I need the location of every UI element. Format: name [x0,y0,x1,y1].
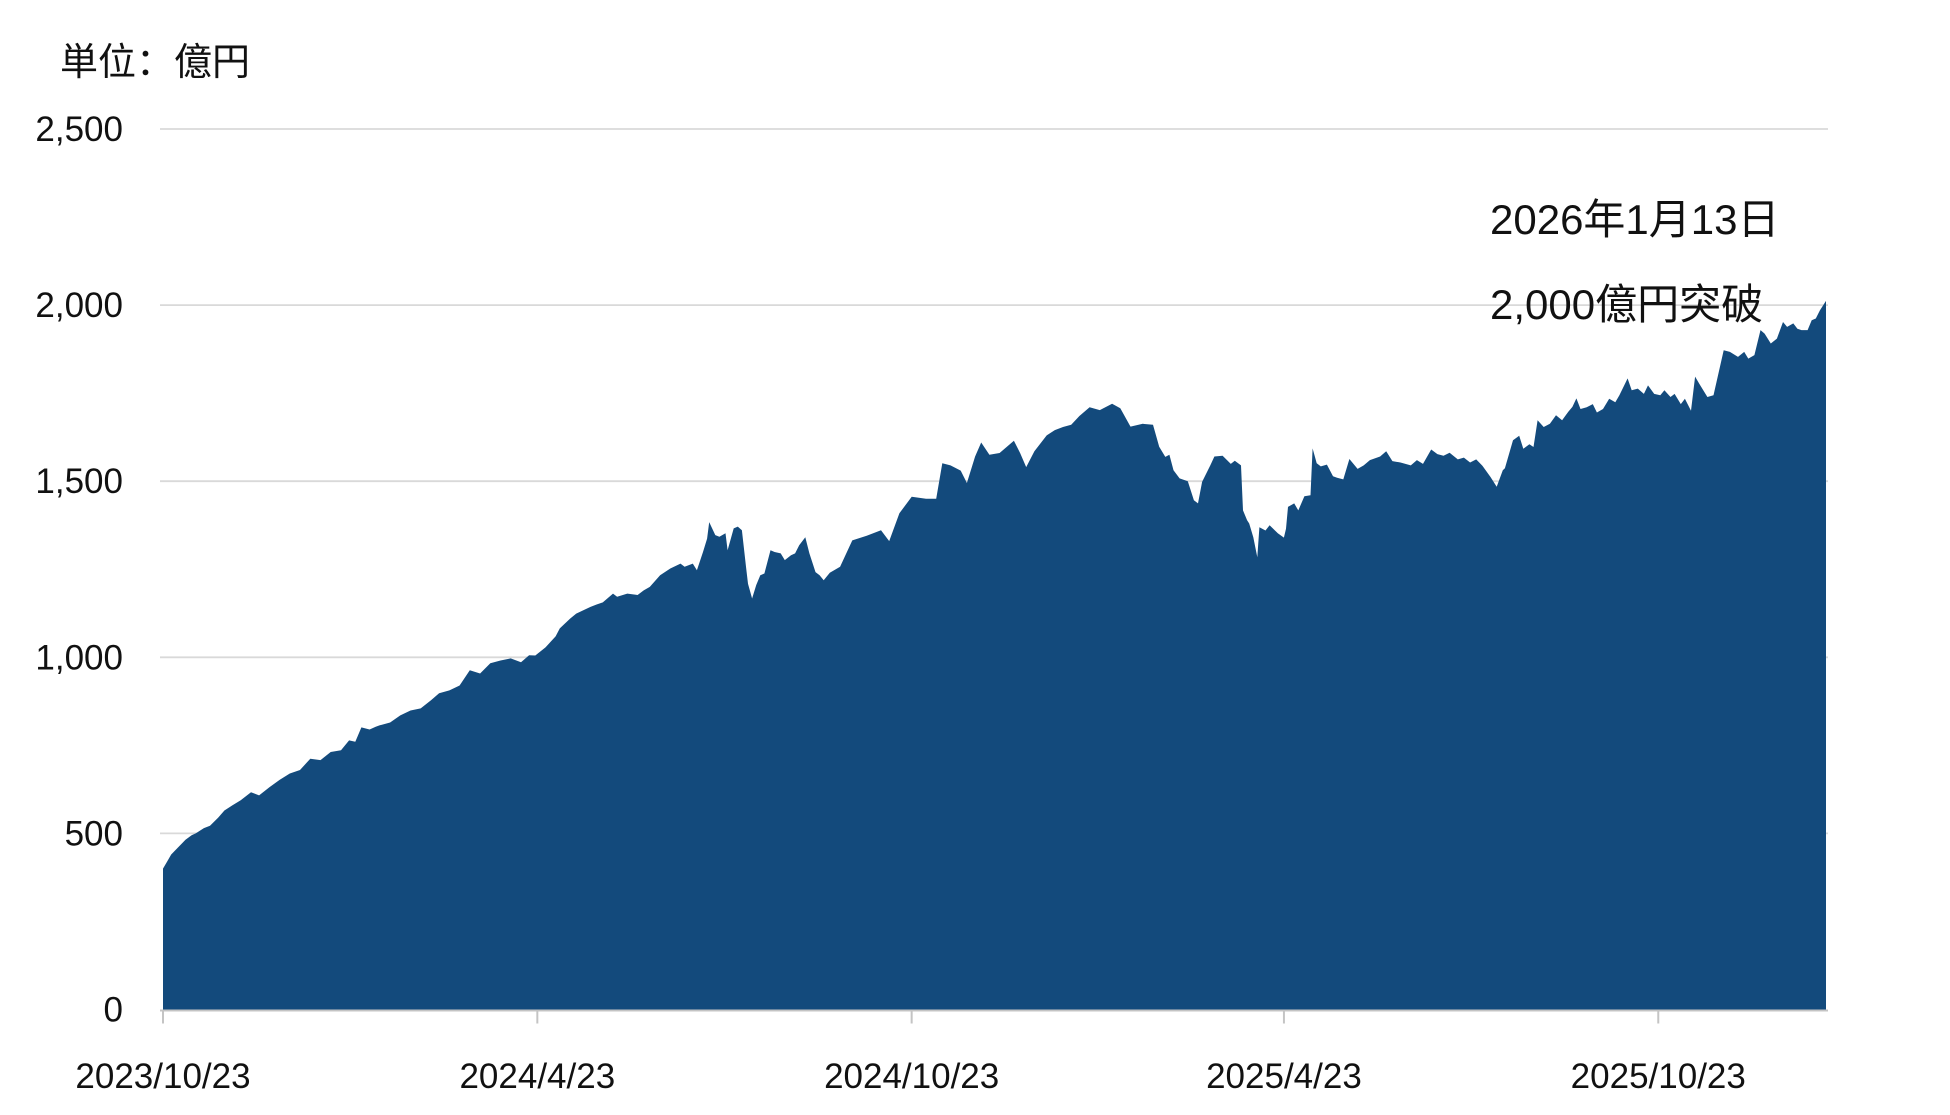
y-axis-label: 1,000 [35,638,123,677]
area-series [163,300,1826,1010]
x-axis-label: 2024/4/23 [459,1057,615,1096]
annotation-line2: 2,000億円突破 [1490,281,1764,328]
y-axis-label: 0 [104,991,123,1030]
y-axis-label: 1,500 [35,462,123,501]
annotation-line1: 2026年1月13日 [1490,196,1780,243]
y-axis-label: 2,000 [35,286,123,325]
x-axis-label: 2023/10/23 [75,1057,250,1096]
x-axis-label: 2025/4/23 [1206,1057,1362,1096]
y-axis-label: 2,500 [35,110,123,149]
unit-label: 単位：億円 [60,42,251,84]
x-axis-label: 2024/10/23 [824,1057,999,1096]
x-axis-label: 2025/10/23 [1571,1057,1746,1096]
y-axis-label: 500 [65,814,123,853]
